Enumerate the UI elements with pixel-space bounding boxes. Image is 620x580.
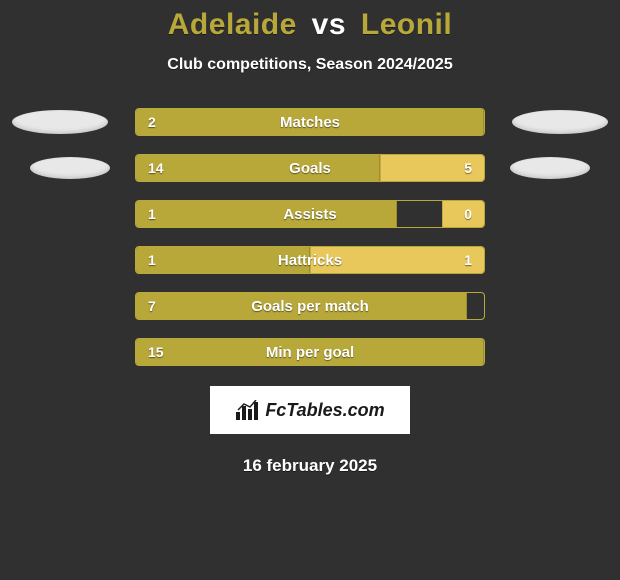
title: Adelaide vs Leonil: [0, 8, 620, 42]
bar-track: 2Matches: [135, 108, 485, 136]
player1-name: Adelaide: [168, 8, 297, 41]
stat-row: 11Hattricks: [0, 246, 620, 274]
bar-track: 15Min per goal: [135, 338, 485, 366]
vs-text: vs: [312, 8, 346, 41]
decorative-ellipse: [30, 157, 110, 179]
bar-left: [136, 155, 380, 181]
bar-left: [136, 339, 484, 365]
subtitle: Club competitions, Season 2024/2025: [0, 56, 620, 74]
stat-row: 2Matches: [0, 108, 620, 136]
bar-left: [136, 109, 484, 135]
stats-rows: 2Matches 145Goals 10Assists 11Hattricks 7Goa…: [0, 108, 620, 366]
bar-right: [442, 201, 484, 227]
stat-row: 145Goals: [0, 154, 620, 182]
bar-track: 11Hattricks: [135, 246, 485, 274]
logo-box[interactable]: FcTables.com: [210, 386, 410, 434]
bar-left: [136, 201, 397, 227]
player2-name: Leonil: [361, 8, 452, 41]
stat-row: 15Min per goal: [0, 338, 620, 366]
bar-right: [380, 155, 484, 181]
bar-chart-icon: [235, 400, 259, 420]
decorative-ellipse: [512, 110, 608, 134]
logo-text: FcTables.com: [265, 400, 384, 421]
comparison-card: Adelaide vs Leonil Club competitions, Se…: [0, 0, 620, 476]
bar-right: [310, 247, 484, 273]
bar-track: 10Assists: [135, 200, 485, 228]
bar-left: [136, 247, 310, 273]
decorative-ellipse: [510, 157, 590, 179]
bar-track: 7Goals per match: [135, 292, 485, 320]
stat-row: 7Goals per match: [0, 292, 620, 320]
bar-track: 145Goals: [135, 154, 485, 182]
stat-row: 10Assists: [0, 200, 620, 228]
date: 16 february 2025: [0, 456, 620, 476]
decorative-ellipse: [12, 110, 108, 134]
bar-left: [136, 293, 467, 319]
